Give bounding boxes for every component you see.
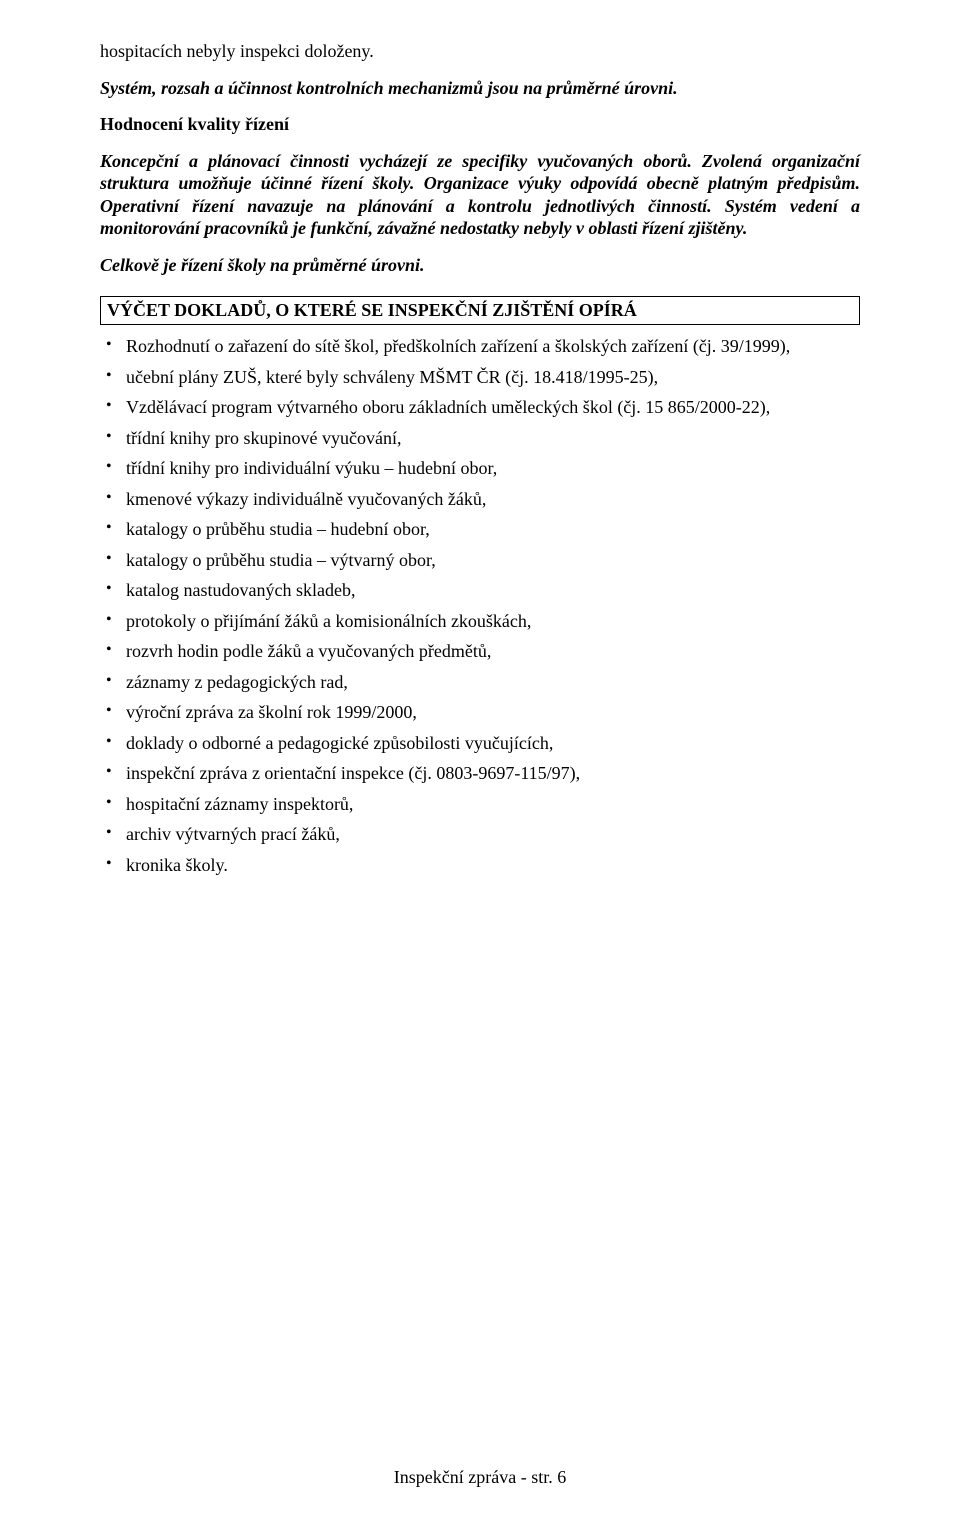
list-item: záznamy z pedagogických rad, bbox=[100, 671, 860, 694]
paragraph-emphasis: Koncepční a plánovací činnosti vycházejí… bbox=[100, 150, 860, 240]
list-item: učební plány ZUŠ, které byly schváleny M… bbox=[100, 366, 860, 389]
list-item: inspekční zpráva z orientační inspekce (… bbox=[100, 762, 860, 785]
paragraph-emphasis: Celkově je řízení školy na průměrné úrov… bbox=[100, 254, 860, 277]
list-item: protokoly o přijímání žáků a komisionáln… bbox=[100, 610, 860, 633]
section-heading-box: VÝČET DOKLADŮ, O KTERÉ SE INSPEKČNÍ ZJIŠ… bbox=[100, 296, 860, 325]
list-item: katalogy o průběhu studia – výtvarný obo… bbox=[100, 549, 860, 572]
page-footer: Inspekční zpráva - str. 6 bbox=[0, 1467, 960, 1488]
list-item: katalog nastudovaných skladeb, bbox=[100, 579, 860, 602]
document-list: Rozhodnutí o zařazení do sítě škol, před… bbox=[100, 335, 860, 876]
paragraph-emphasis: Systém, rozsah a účinnost kontrolních me… bbox=[100, 77, 860, 100]
list-item: Vzdělávací program výtvarného oboru zákl… bbox=[100, 396, 860, 419]
list-item: katalogy o průběhu studia – hudební obor… bbox=[100, 518, 860, 541]
list-item: hospitační záznamy inspektorů, bbox=[100, 793, 860, 816]
list-item: kronika školy. bbox=[100, 854, 860, 877]
list-item: rozvrh hodin podle žáků a vyučovaných př… bbox=[100, 640, 860, 663]
paragraph: hospitacích nebyly inspekci doloženy. bbox=[100, 40, 860, 63]
list-item: Rozhodnutí o zařazení do sítě škol, před… bbox=[100, 335, 860, 358]
list-item: archiv výtvarných prací žáků, bbox=[100, 823, 860, 846]
list-item: kmenové výkazy individuálně vyučovaných … bbox=[100, 488, 860, 511]
subheading: Hodnocení kvality řízení bbox=[100, 113, 860, 136]
list-item: třídní knihy pro individuální výuku – hu… bbox=[100, 457, 860, 480]
list-item: výroční zpráva za školní rok 1999/2000, bbox=[100, 701, 860, 724]
list-item: třídní knihy pro skupinové vyučování, bbox=[100, 427, 860, 450]
list-item: doklady o odborné a pedagogické způsobil… bbox=[100, 732, 860, 755]
